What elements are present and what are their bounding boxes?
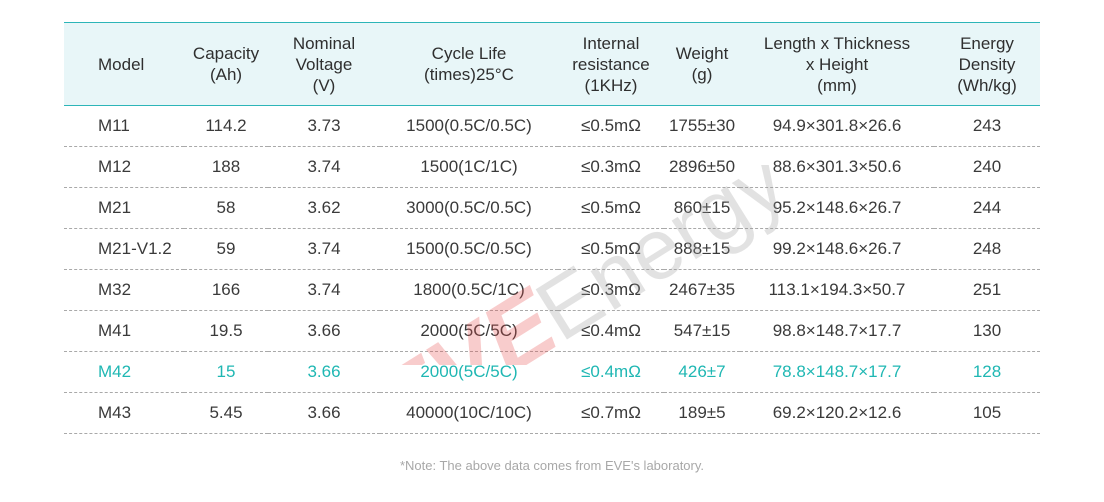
cell-nominal-voltage: 3.74	[268, 146, 380, 188]
cell-energy-density: 251	[934, 269, 1040, 311]
cell-internal-resistance: ≤0.5mΩ	[558, 228, 664, 270]
cell-weight: 1755±30	[664, 105, 740, 147]
cell-nominal-voltage: 3.73	[268, 105, 380, 147]
table-row: M41 19.5 3.66 2000(5C/5C) ≤0.4mΩ 547±15 98.8×1…	[64, 310, 1040, 352]
header-weight: Weight (g)	[664, 22, 740, 106]
cell-capacity: 15	[184, 351, 268, 393]
cell-dimensions: 88.6×301.3×50.6	[740, 146, 934, 188]
table-row: M12 188 3.74 1500(1C/1C) ≤0.3mΩ 2896±50 88.6×3…	[64, 146, 1040, 188]
cell-capacity: 188	[184, 146, 268, 188]
table-row: M42 15 3.66 2000(5C/5C) ≤0.4mΩ 426±7 78.8×148.…	[64, 351, 1040, 393]
cell-cycle-life: 1800(0.5C/1C)	[380, 269, 558, 311]
cell-internal-resistance: ≤0.3mΩ	[558, 146, 664, 188]
footnote: *Note: The above data comes from EVE's l…	[399, 458, 705, 473]
table-header-row: Model Capacity (Ah) Nominal Voltage (V) …	[64, 22, 1040, 106]
cell-weight: 547±15	[664, 310, 740, 352]
cell-cycle-life: 2000(5C/5C)	[380, 351, 558, 393]
cell-model: M21-V1.2	[64, 228, 184, 270]
cell-internal-resistance: ≤0.5mΩ	[558, 105, 664, 147]
header-capacity: Capacity (Ah)	[184, 22, 268, 106]
battery-spec-table: Model Capacity (Ah) Nominal Voltage (V) …	[64, 22, 1040, 434]
header-dimensions: Length x Thickness x Height (mm)	[740, 22, 934, 106]
cell-nominal-voltage: 3.66	[268, 310, 380, 352]
cell-nominal-voltage: 3.66	[268, 351, 380, 393]
cell-model: M43	[64, 392, 184, 434]
cell-nominal-voltage: 3.62	[268, 187, 380, 229]
spec-table-container: Model Capacity (Ah) Nominal Voltage (V) …	[64, 22, 1040, 434]
cell-model: M11	[64, 105, 184, 147]
cell-dimensions: 78.8×148.7×17.7	[740, 351, 934, 393]
cell-cycle-life: 40000(10C/10C)	[380, 392, 558, 434]
cell-model: M12	[64, 146, 184, 188]
cell-internal-resistance: ≤0.4mΩ	[558, 310, 664, 352]
header-cycle-life: Cycle Life (times)25°C	[380, 22, 558, 106]
cell-cycle-life: 1500(0.5C/0.5C)	[380, 228, 558, 270]
cell-capacity: 19.5	[184, 310, 268, 352]
cell-model: M41	[64, 310, 184, 352]
table-row: M32 166 3.74 1800(0.5C/1C) ≤0.3mΩ 2467±35 113.…	[64, 269, 1040, 311]
cell-weight: 860±15	[664, 187, 740, 229]
cell-model: M32	[64, 269, 184, 311]
table-row: M21-V1.2 59 3.74 1500(0.5C/0.5C) ≤0.5mΩ 888±1…	[64, 228, 1040, 270]
cell-nominal-voltage: 3.74	[268, 269, 380, 311]
cell-energy-density: 244	[934, 187, 1040, 229]
cell-energy-density: 130	[934, 310, 1040, 352]
cell-internal-resistance: ≤0.5mΩ	[558, 187, 664, 229]
header-energy-density: Energy Density (Wh/kg)	[934, 22, 1040, 106]
cell-model: M21	[64, 187, 184, 229]
header-internal-resistance: Internal resistance (1KHz)	[558, 22, 664, 106]
cell-internal-resistance: ≤0.4mΩ	[558, 351, 664, 393]
cell-capacity: 5.45	[184, 392, 268, 434]
cell-capacity: 59	[184, 228, 268, 270]
cell-cycle-life: 3000(0.5C/0.5C)	[380, 187, 558, 229]
cell-energy-density: 243	[934, 105, 1040, 147]
cell-capacity: 58	[184, 187, 268, 229]
cell-cycle-life: 1500(1C/1C)	[380, 146, 558, 188]
cell-energy-density: 240	[934, 146, 1040, 188]
cell-dimensions: 99.2×148.6×26.7	[740, 228, 934, 270]
cell-energy-density: 128	[934, 351, 1040, 393]
cell-cycle-life: 1500(0.5C/0.5C)	[380, 105, 558, 147]
cell-energy-density: 105	[934, 392, 1040, 434]
table-row: M43 5.45 3.66 40000(10C/10C) ≤0.7mΩ 189±5 69.2…	[64, 392, 1040, 434]
table-row: M21 58 3.62 3000(0.5C/0.5C) ≤0.5mΩ 860±15 95.2…	[64, 187, 1040, 229]
cell-dimensions: 94.9×301.8×26.6	[740, 105, 934, 147]
cell-capacity: 166	[184, 269, 268, 311]
table-row: M11 114.2 3.73 1500(0.5C/0.5C) ≤0.5mΩ 1755±30…	[64, 105, 1040, 147]
cell-nominal-voltage: 3.74	[268, 228, 380, 270]
header-model: Model	[64, 22, 184, 106]
cell-internal-resistance: ≤0.7mΩ	[558, 392, 664, 434]
cell-weight: 2467±35	[664, 269, 740, 311]
cell-model: M42	[64, 351, 184, 393]
cell-energy-density: 248	[934, 228, 1040, 270]
cell-internal-resistance: ≤0.3mΩ	[558, 269, 664, 311]
cell-dimensions: 98.8×148.7×17.7	[740, 310, 934, 352]
cell-cycle-life: 2000(5C/5C)	[380, 310, 558, 352]
cell-weight: 189±5	[664, 392, 740, 434]
header-nominal-voltage: Nominal Voltage (V)	[268, 22, 380, 106]
cell-nominal-voltage: 3.66	[268, 392, 380, 434]
cell-dimensions: 95.2×148.6×26.7	[740, 187, 934, 229]
cell-weight: 2896±50	[664, 146, 740, 188]
cell-capacity: 114.2	[184, 105, 268, 147]
cell-weight: 426±7	[664, 351, 740, 393]
cell-dimensions: 69.2×120.2×12.6	[740, 392, 934, 434]
cell-weight: 888±15	[664, 228, 740, 270]
cell-dimensions: 113.1×194.3×50.7	[740, 269, 934, 311]
